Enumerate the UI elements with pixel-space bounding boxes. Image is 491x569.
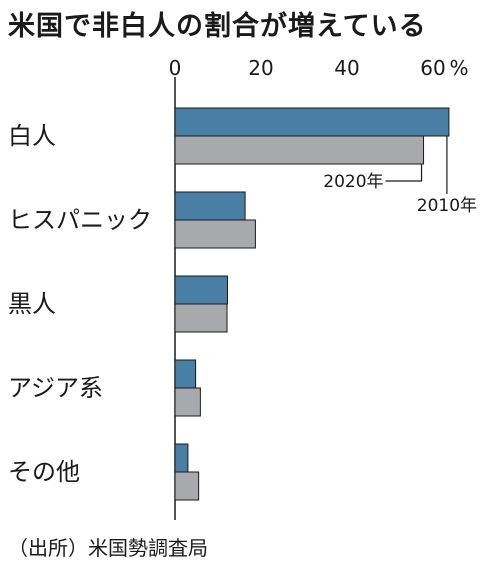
bar-series-1 (174, 107, 450, 137)
bar-series-1 (174, 191, 246, 221)
bar-series-2 (174, 303, 228, 333)
category-label: その他 (8, 458, 80, 486)
bar-series-2 (174, 219, 256, 249)
x-unit-label: % (449, 56, 468, 80)
x-tick-label: 20 (248, 56, 273, 80)
legend-label-series-1: 2010年 (417, 196, 477, 216)
category-label: 白人 (8, 122, 56, 150)
bar-series-1 (174, 443, 189, 473)
chart-title: 米国で非白人の割合が増えている (8, 11, 427, 42)
x-tick-label: 60 (420, 56, 445, 80)
legend-label-series-2: 2020年 (323, 172, 383, 192)
bars-layer (174, 107, 450, 501)
x-tick-label: 40 (334, 56, 359, 80)
source-note: （出所）米国勢調査局 (8, 536, 208, 560)
x-tick-label: 0 (169, 56, 182, 80)
category-label: アジア系 (8, 374, 103, 402)
category-label: ヒスパニック (8, 206, 152, 234)
bar-series-1 (174, 359, 197, 389)
category-label: 黒人 (8, 290, 56, 318)
bar-series-2 (174, 471, 200, 501)
legend-leader-line (385, 164, 423, 182)
bar-series-1 (174, 275, 228, 305)
bar-series-2 (174, 135, 425, 165)
bar-series-2 (174, 387, 201, 417)
legend-layer: 2020年 2010年 (323, 136, 477, 216)
